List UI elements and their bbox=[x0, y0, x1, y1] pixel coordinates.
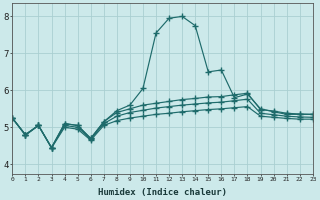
X-axis label: Humidex (Indice chaleur): Humidex (Indice chaleur) bbox=[98, 188, 227, 197]
